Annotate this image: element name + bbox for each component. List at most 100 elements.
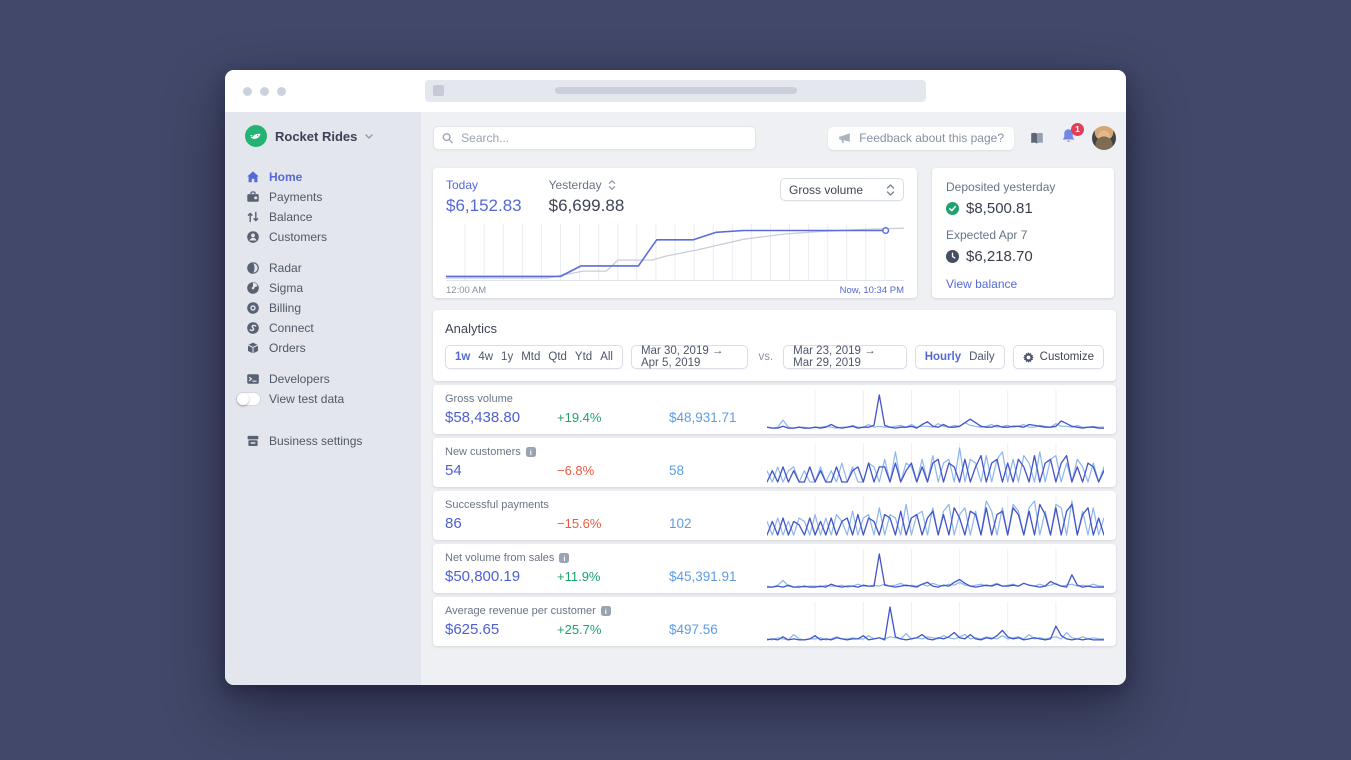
- metric-change-percent: −6.8%: [557, 463, 595, 478]
- analytics-title: Analytics: [445, 321, 498, 336]
- vs-label: vs.: [758, 351, 774, 363]
- comparison-selector-icon[interactable]: [608, 179, 616, 191]
- granularity-daily[interactable]: Daily: [969, 351, 995, 363]
- sidebar-item-connect[interactable]: Connect: [245, 318, 421, 338]
- sidebar-item-customers[interactable]: Customers: [245, 227, 421, 247]
- metric-previous-value: $48,931.71: [669, 410, 737, 425]
- customize-label: Customize: [1039, 351, 1094, 363]
- metric-sparkline: [767, 548, 1104, 589]
- sidebar-item-business-settings[interactable]: Business settings: [245, 431, 421, 451]
- metric-current-value: $58,438.80: [445, 409, 521, 426]
- sidebar-item-sigma[interactable]: Sigma: [245, 278, 421, 298]
- window-close-button[interactable]: [243, 87, 252, 96]
- sidebar-item-developers[interactable]: Developers: [245, 369, 421, 389]
- metric-previous-value: 102: [669, 516, 692, 531]
- sigma-icon: [245, 281, 260, 295]
- search-icon: [442, 133, 453, 144]
- metric-change-percent: +19.4%: [557, 410, 602, 425]
- browser-window: Rocket Rides Home Payments Balance: [225, 70, 1126, 685]
- view-test-data-toggle[interactable]: View test data: [235, 389, 421, 409]
- sidebar-item-balance[interactable]: Balance: [245, 207, 421, 227]
- metric-label: Net volume from sales: [445, 552, 555, 564]
- metric-sparkline: [767, 601, 1104, 642]
- window-zoom-button[interactable]: [277, 87, 286, 96]
- metric-sparkline: [767, 495, 1104, 536]
- balance-arrows-icon: [245, 210, 260, 224]
- period-qtd[interactable]: Qtd: [548, 351, 567, 363]
- previous-range-button[interactable]: Mar 23, 2019 → Mar 29, 2019: [783, 345, 907, 369]
- chart-now-time: Now, 10:34 PM: [839, 285, 904, 296]
- current-range-label: Mar 30, 2019 → Apr 5, 2019: [640, 345, 724, 369]
- metric-sparkline: [767, 442, 1104, 483]
- period-filter-group[interactable]: 1w 4w 1y Mtd Qtd Ytd All: [445, 345, 623, 369]
- metric-row[interactable]: Average revenue per customer $625.65 +25…: [433, 597, 1116, 646]
- search-input[interactable]: [459, 130, 747, 146]
- payments-icon: [245, 190, 260, 204]
- toggle-switch[interactable]: [235, 392, 261, 406]
- top-bar: Feedback about this page? 1: [433, 122, 1116, 150]
- period-mtd[interactable]: Mtd: [521, 351, 541, 363]
- sidebar-item-payments[interactable]: Payments: [245, 187, 421, 207]
- chart-start-time: 12:00 AM: [446, 285, 487, 296]
- sidebar-item-billing[interactable]: Billing: [245, 298, 421, 318]
- current-range-button[interactable]: Mar 30, 2019 → Apr 5, 2019: [630, 345, 749, 369]
- chevron-down-icon: [365, 133, 374, 139]
- metric-current-value: 54: [445, 462, 462, 479]
- metric-row[interactable]: Gross volume $58,438.80 +19.4% $48,931.7…: [433, 385, 1116, 434]
- browser-chrome: [225, 70, 1126, 112]
- granularity-toggle[interactable]: Hourly Daily: [914, 345, 1005, 369]
- metric-label: Average revenue per customer: [445, 605, 596, 617]
- radar-icon: [245, 261, 260, 275]
- metric-current-value: 86: [445, 515, 462, 532]
- period-4w[interactable]: 4w: [478, 351, 494, 363]
- address-bar[interactable]: [425, 80, 926, 102]
- granularity-hourly[interactable]: Hourly: [924, 351, 962, 363]
- metric-sparkline: [767, 389, 1104, 430]
- analytics-header-card: Analytics 1w 4w 1y Mtd Qtd Ytd All Mar 3…: [433, 310, 1116, 381]
- period-1y[interactable]: 1y: [501, 351, 514, 363]
- metric-change-percent: −15.6%: [557, 516, 602, 531]
- info-icon[interactable]: [600, 606, 611, 616]
- rocket-rides-logo-icon: [245, 125, 267, 147]
- docs-book-icon[interactable]: [1029, 131, 1045, 146]
- account-switcher[interactable]: Rocket Rides: [245, 125, 421, 147]
- info-icon[interactable]: [525, 447, 536, 457]
- feedback-label: Feedback about this page?: [859, 131, 1004, 145]
- megaphone-icon: [839, 133, 851, 143]
- chevron-up-down-icon: [886, 183, 895, 197]
- metric-row[interactable]: Net volume from sales $50,800.19 +11.9% …: [433, 544, 1116, 593]
- clock-icon: [946, 250, 959, 263]
- balance-summary-card: Deposited yesterday $8,500.81 Expected A…: [932, 168, 1114, 298]
- customize-button[interactable]: Customize: [1012, 345, 1104, 369]
- avatar[interactable]: [1092, 126, 1116, 150]
- main-content: Feedback about this page? 1 Today: [421, 112, 1126, 685]
- notifications-bell[interactable]: 1: [1060, 122, 1084, 149]
- sidebar-item-orders[interactable]: Orders: [245, 338, 421, 358]
- business-settings-icon: [245, 434, 260, 448]
- sidebar-item-radar[interactable]: Radar: [245, 258, 421, 278]
- sidebar-item-home[interactable]: Home: [245, 167, 421, 187]
- period-ytd[interactable]: Ytd: [574, 351, 593, 363]
- feedback-button[interactable]: Feedback about this page?: [828, 126, 1014, 150]
- metric-label: New customers: [445, 446, 521, 458]
- expected-label: Expected Apr 7: [946, 228, 1028, 242]
- period-all[interactable]: All: [600, 351, 613, 363]
- gross-volume-chart: [446, 224, 904, 281]
- deposited-label: Deposited yesterday: [946, 180, 1056, 194]
- window-minimize-button[interactable]: [260, 87, 269, 96]
- metric-change-percent: +11.9%: [557, 569, 601, 584]
- metric-select[interactable]: Gross volume: [780, 178, 904, 201]
- sidebar: Rocket Rides Home Payments Balance: [225, 112, 421, 685]
- metric-previous-value: $497.56: [669, 622, 718, 637]
- view-balance-link[interactable]: View balance: [946, 277, 1018, 291]
- metric-current-value: $50,800.19: [445, 568, 521, 585]
- metric-select-value: Gross volume: [789, 182, 864, 197]
- metric-row[interactable]: Successful payments 86 −15.6% 102: [433, 491, 1116, 540]
- metric-rows: Gross volume $58,438.80 +19.4% $48,931.7…: [433, 385, 1116, 646]
- period-1w[interactable]: 1w: [455, 351, 471, 363]
- metric-label: Gross volume: [445, 393, 513, 405]
- info-icon[interactable]: [559, 553, 570, 563]
- metric-row[interactable]: New customers 54 −6.8% 58: [433, 438, 1116, 487]
- metric-label: Successful payments: [445, 499, 549, 511]
- search-box[interactable]: [433, 126, 756, 150]
